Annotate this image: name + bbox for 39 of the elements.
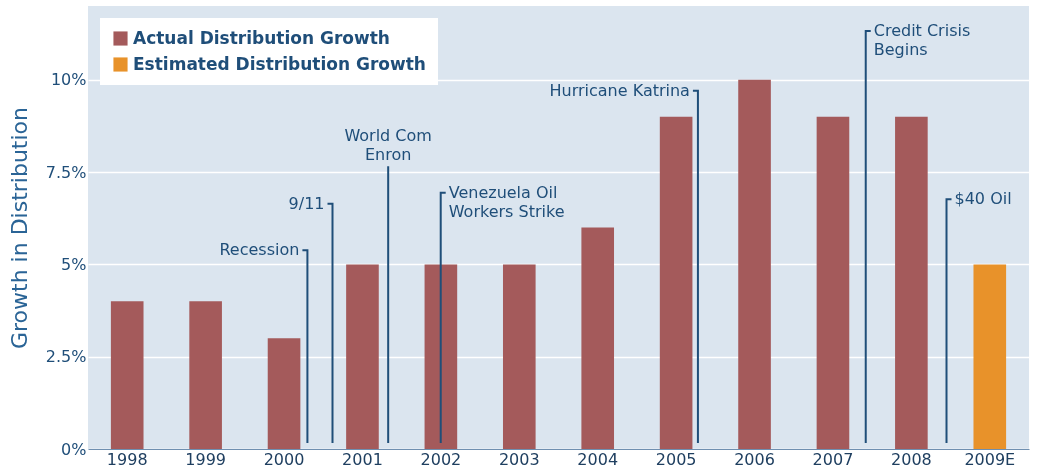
bar (816, 116, 850, 449)
y-axis-title: Growth in Distribution (6, 106, 32, 350)
x-tick-label: 2000 (263, 449, 305, 469)
y-tick-label: 7.5% (45, 162, 87, 182)
y-tick-label: 2.5% (45, 347, 87, 367)
bar (424, 264, 458, 449)
y-tick-label: 5% (61, 254, 87, 274)
x-tick-label: 2003 (498, 449, 540, 469)
x-tick-label: 2006 (734, 449, 775, 469)
x-tick-label: 2008 (891, 449, 932, 469)
bar (659, 116, 693, 449)
x-tick-label: 2009E (964, 449, 1016, 469)
bar (581, 227, 615, 449)
x-tick-label: 2002 (420, 449, 462, 469)
x-tick-label: 2005 (655, 449, 697, 469)
annotation: 9/11 (288, 193, 325, 213)
y-tick-label: 10% (50, 70, 87, 90)
x-tick-label: 2007 (812, 449, 854, 469)
bar (895, 116, 928, 449)
annotation: Venezuela Oil Workers Strike (448, 182, 565, 221)
x-tick-label: 1998 (106, 449, 148, 469)
annotation: Hurricane Katrina (549, 80, 690, 100)
x-tick-label: 2004 (577, 449, 619, 469)
x-tick-label: 2001 (342, 449, 383, 469)
annotation: $40 Oil (954, 189, 1012, 209)
bar (502, 264, 536, 449)
annotation: Recession (219, 240, 300, 260)
legend-label: Actual Distribution Growth (133, 27, 390, 48)
legend-label: Estimated Distribution Growth (133, 53, 426, 74)
y-tick-label: 0% (61, 439, 87, 459)
bar (973, 264, 1007, 449)
bar (346, 264, 379, 449)
bar (189, 301, 222, 449)
bar (110, 301, 144, 449)
bar (267, 338, 301, 449)
annotation: Credit Crisis Begins (873, 21, 971, 60)
bar (738, 79, 771, 449)
x-tick-label: 1999 (185, 449, 226, 469)
annotation: World Com Enron (344, 126, 432, 165)
